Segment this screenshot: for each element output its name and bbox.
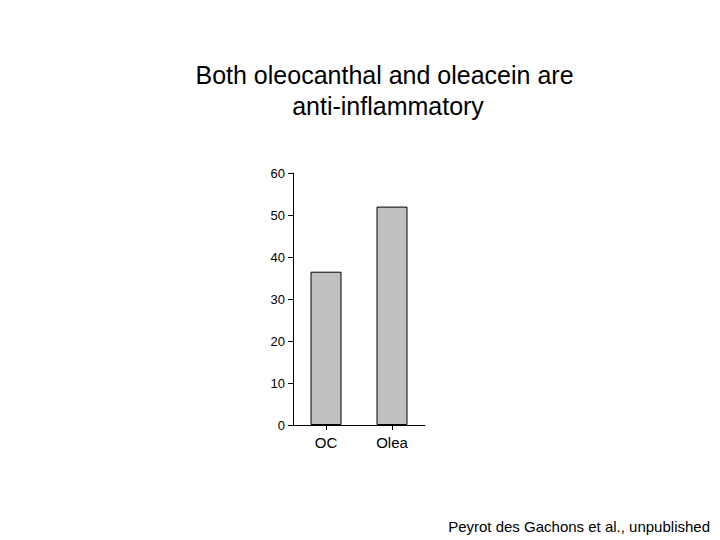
svg-text:20: 20 (271, 334, 285, 349)
svg-text:Olea: Olea (376, 434, 408, 451)
svg-text:10: 10 (271, 376, 285, 391)
svg-text:50: 50 (271, 208, 285, 223)
svg-text:Both oleocanthal and oleacein: Both oleocanthal and oleacein are (195, 61, 580, 89)
svg-text:60: 60 (271, 166, 285, 181)
svg-text:0: 0 (278, 418, 285, 433)
svg-text:anti-inflammatory: anti-inflammatory (292, 92, 484, 120)
svg-text:30: 30 (271, 292, 285, 307)
svg-text:40: 40 (271, 250, 285, 265)
svg-text:OC: OC (315, 434, 338, 451)
svg-text:Peyrot des Gachons et al., unp: Peyrot des Gachons et al., unpublished (448, 518, 710, 535)
